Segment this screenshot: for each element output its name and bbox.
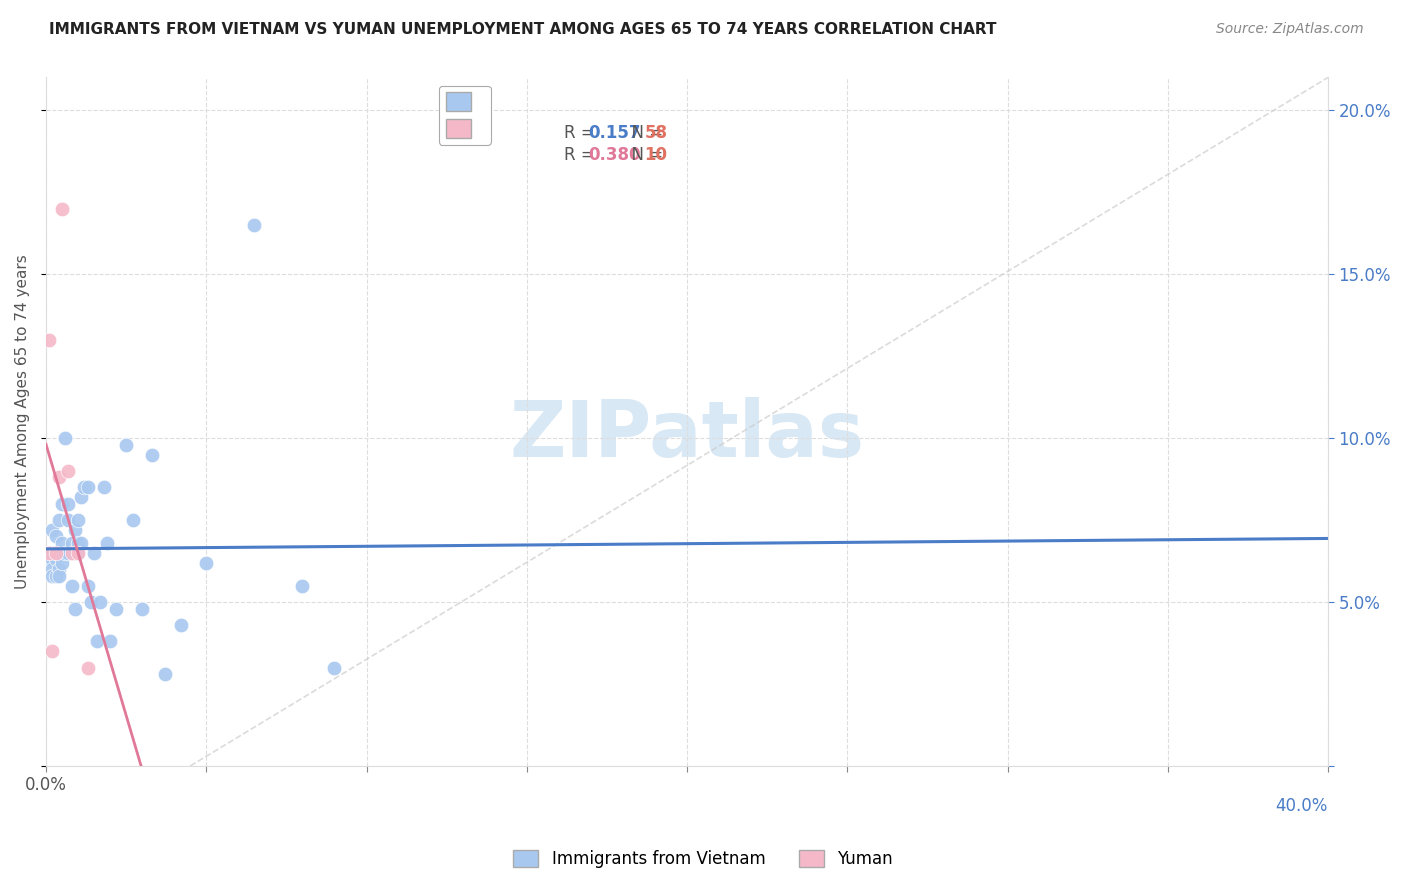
Point [83,546,105,560]
Text: IMMIGRANTS FROM VIETNAM VS YUMAN UNEMPLOYMENT AMONG AGES 65 TO 74 YEARS CORRELAT: IMMIGRANTS FROM VIETNAM VS YUMAN UNEMPLO… [49,22,997,37]
Point [51,536,73,550]
Text: 0.157: 0.157 [588,124,641,143]
Point [93,480,115,494]
Point [121,513,143,527]
Point [60,579,83,593]
Point [60,536,83,550]
Point [45,569,67,583]
Point [76,480,98,494]
Text: 40.0%: 40.0% [1275,797,1329,814]
Point [86,634,108,648]
Point [53,431,76,445]
Point [41,523,63,537]
Point [41,546,63,560]
Y-axis label: Unemployment Among Ages 65 to 74 years: Unemployment Among Ages 65 to 74 years [15,254,30,589]
Text: Source: ZipAtlas.com: Source: ZipAtlas.com [1216,22,1364,37]
Text: 58: 58 [644,124,668,143]
Legend: , : , [439,86,491,145]
Point [48,513,70,527]
Point [45,546,67,560]
Point [195,556,218,570]
Point [51,556,73,570]
Point [38,546,60,560]
Point [58,546,80,560]
Point [45,546,67,560]
Point [169,618,191,632]
Point [115,438,138,452]
Point [38,546,60,560]
Point [66,546,89,560]
Point [48,562,70,576]
Text: R =: R = [564,146,600,164]
Point [89,595,111,609]
Point [63,546,86,560]
Point [76,579,98,593]
Point [51,546,73,560]
Point [141,448,163,462]
Text: 10: 10 [644,146,668,164]
Point [58,464,80,478]
Point [45,546,67,560]
Point [153,667,176,681]
Point [45,529,67,543]
Point [70,490,93,504]
Text: N =: N = [620,124,668,143]
Legend: Immigrants from Vietnam, Yuman: Immigrants from Vietnam, Yuman [506,843,900,875]
Point [60,546,83,560]
Point [38,552,60,566]
Point [323,660,346,674]
Point [53,546,76,560]
Point [38,546,60,560]
Text: ZIPatlas: ZIPatlas [509,398,865,474]
Point [58,513,80,527]
Point [48,569,70,583]
Point [41,644,63,658]
Point [51,202,73,216]
Point [58,497,80,511]
Point [51,497,73,511]
Point [80,595,103,609]
Point [243,218,266,232]
Point [41,569,63,583]
Point [41,552,63,566]
Point [66,513,89,527]
Text: R =: R = [564,124,600,143]
Point [73,480,96,494]
Point [63,601,86,615]
Point [96,536,118,550]
Point [66,536,89,550]
Point [48,546,70,560]
Text: N =: N = [620,146,668,164]
Point [38,333,60,347]
Point [48,470,70,484]
Point [45,552,67,566]
Point [41,562,63,576]
Point [98,634,121,648]
Point [76,660,98,674]
Point [38,546,60,560]
Point [291,579,314,593]
Point [63,523,86,537]
Text: 0.380: 0.380 [588,146,641,164]
Point [131,601,153,615]
Point [105,601,128,615]
Point [66,546,89,560]
Point [70,536,93,550]
